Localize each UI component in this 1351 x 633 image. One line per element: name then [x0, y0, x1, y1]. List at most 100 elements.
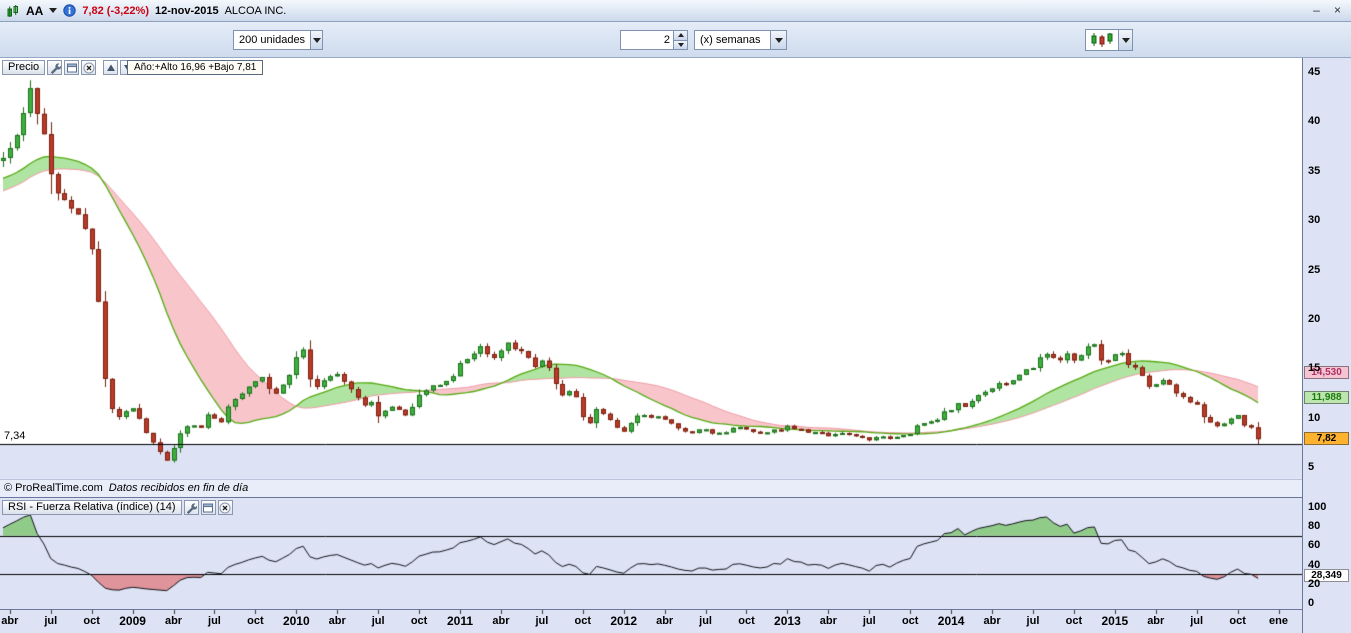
rsi-axis-tick: 60 — [1308, 539, 1321, 552]
x-axis-month-label: abr — [1, 615, 19, 627]
x-axis-month-label: abr — [983, 615, 1001, 627]
units-dropdown-arrow[interactable] — [310, 31, 322, 49]
x-axis-month-label: abr — [328, 615, 346, 627]
price-axis-tick: 10 — [1308, 411, 1321, 424]
x-axis-month-label: oct — [901, 615, 919, 627]
x-axis-month-label: jul — [699, 615, 712, 627]
x-axis-month-label: oct — [83, 615, 100, 627]
price-and-rsi-chart-canvas[interactable] — [0, 58, 1302, 633]
quote-date: 12-nov-2015 — [155, 4, 219, 17]
minimize-button[interactable]: – — [1313, 3, 1320, 17]
interval-count-value: 2 — [663, 34, 670, 46]
units-select[interactable]: 200 unidades — [233, 30, 323, 50]
right-axis-column: 14,530 11,988 7,82 28,349 45 40 35 30 25 20 15… — [1302, 58, 1351, 633]
rsi-panel-header: RSI - Fuerza Relativa (índice) (14) — [2, 500, 233, 515]
price-panel-header: Precio — [2, 60, 136, 75]
rsi-wrench-settings-button[interactable] — [183, 500, 199, 515]
stepper-down-icon[interactable] — [677, 42, 684, 47]
candlestick-style-icon — [1086, 30, 1118, 50]
rsi-axis-tick: 80 — [1308, 520, 1321, 533]
x-axis-month-label: abr — [1147, 615, 1165, 627]
quote-change: 7,82 (-3,22%) — [82, 4, 149, 17]
x-axis-month-label: oct — [1229, 615, 1246, 627]
close-button[interactable]: × — [1333, 3, 1341, 17]
wrench-icon — [50, 62, 61, 74]
title-bar: AA 7,82 (-3,22%) 12-nov-2015 ALCOA INC. … — [0, 0, 1351, 22]
arrow-up-icon — [106, 64, 115, 71]
x-axis-month-label: jul — [1190, 615, 1204, 627]
window-icon — [66, 63, 77, 72]
instrument-name: ALCOA INC. — [224, 4, 287, 17]
last-price-tag: 7,82 — [1304, 432, 1349, 446]
x-axis-year-label: 2009 — [119, 614, 146, 628]
window-controls: – × — [1309, 3, 1345, 18]
x-axis-month-label: jul — [208, 615, 221, 627]
chart-style-button[interactable] — [1085, 29, 1133, 51]
x-axis-year-label: 2014 — [937, 614, 965, 628]
price-panel-title: Precio — [2, 60, 46, 75]
wrench-settings-button[interactable] — [47, 60, 63, 75]
interval-unit-select[interactable]: (x) semanas — [694, 30, 787, 50]
x-axis-year-label: 2010 — [282, 614, 310, 628]
interval-unit-value: (x) semanas — [700, 34, 761, 46]
x-axis-month-label: oct — [247, 615, 264, 627]
symbol-label: AA — [26, 3, 44, 18]
x-axis-month-label: jul — [1026, 615, 1040, 627]
rsi-axis-tick: 40 — [1308, 558, 1321, 571]
x-axis-month-label: oct — [574, 615, 592, 627]
x-axis-month-label: abr — [656, 615, 674, 627]
rsi-axis-tick: 0 — [1308, 597, 1315, 609]
interval-stepper[interactable] — [673, 31, 687, 49]
price-axis-tick: 35 — [1308, 164, 1321, 177]
ma-short-price-tag: 11,988 — [1304, 390, 1349, 404]
rsi-panel-window-button[interactable] — [200, 500, 216, 515]
x-axis-month-label: ene — [1269, 615, 1289, 627]
stepper-up-icon[interactable] — [677, 33, 684, 38]
interval-count-input[interactable]: 2 — [620, 30, 688, 50]
level-line-label: 7,34 — [4, 429, 26, 442]
price-axis-tick: 20 — [1308, 312, 1321, 325]
x-axis-month-label: jul — [535, 615, 549, 627]
x-axis-month-label: oct — [738, 615, 755, 627]
rsi-axis-tick: 100 — [1308, 501, 1327, 513]
chart-style-dropdown-arrow[interactable] — [1118, 30, 1132, 50]
price-axis-tick: 25 — [1308, 263, 1321, 276]
chart-region: © ProRealTime.comDatos recibidos en fin … — [0, 58, 1351, 633]
window-icon — [203, 503, 213, 512]
chart-logo-icon — [6, 4, 20, 18]
x-axis-month-label: abr — [492, 615, 510, 627]
x-axis-month-label: oct — [1065, 615, 1083, 627]
x-axis-year-label: 2015 — [1101, 614, 1129, 628]
year-high-low-box[interactable]: Año:+Alto 16,96 +Bajo 7,81 — [127, 60, 264, 75]
x-axis-month-label: abr — [819, 615, 837, 627]
x-axis-year-label: 2012 — [610, 614, 638, 628]
units-select-value: 200 unidades — [239, 34, 306, 46]
chart-toolbar: 200 unidades 2 (x) semanas — [0, 22, 1351, 58]
x-axis-month-label: jul — [371, 615, 385, 627]
x-axis-year-label: 2013 — [774, 614, 801, 628]
ma-long-price-tag: 14,530 — [1304, 365, 1349, 379]
x-axis-year-label: 2011 — [446, 614, 474, 628]
x-axis-month-label: jul — [862, 615, 876, 627]
x-axis-month-label: oct — [410, 615, 428, 627]
move-panel-up-button[interactable] — [103, 60, 119, 75]
price-axis-tick: 45 — [1308, 66, 1321, 78]
panel-window-button[interactable] — [64, 60, 80, 75]
symbol-dropdown-arrow[interactable] — [49, 8, 58, 13]
close-circle-icon — [219, 502, 231, 513]
info-icon[interactable] — [63, 4, 77, 17]
price-axis-tick: 15 — [1308, 362, 1321, 375]
rsi-close-panel-button[interactable] — [217, 500, 233, 515]
x-axis-month-label: abr — [164, 615, 183, 627]
rsi-value-tag: 28,349 — [1304, 568, 1349, 582]
x-axis-labels: abr jul oct 2009 abr jul oct 2010 abr jul oct 2011 a… — [0, 610, 1302, 633]
price-axis-tick: 5 — [1308, 461, 1315, 473]
rsi-axis-tick: 20 — [1308, 577, 1321, 590]
price-axis-tick: 40 — [1308, 115, 1321, 128]
close-panel-button[interactable] — [81, 60, 97, 75]
rsi-panel-title: RSI - Fuerza Relativa (índice) (14) — [2, 500, 182, 515]
x-axis-month-label: jul — [44, 615, 58, 627]
wrench-icon — [186, 502, 197, 514]
interval-unit-dropdown-arrow[interactable] — [770, 31, 786, 49]
